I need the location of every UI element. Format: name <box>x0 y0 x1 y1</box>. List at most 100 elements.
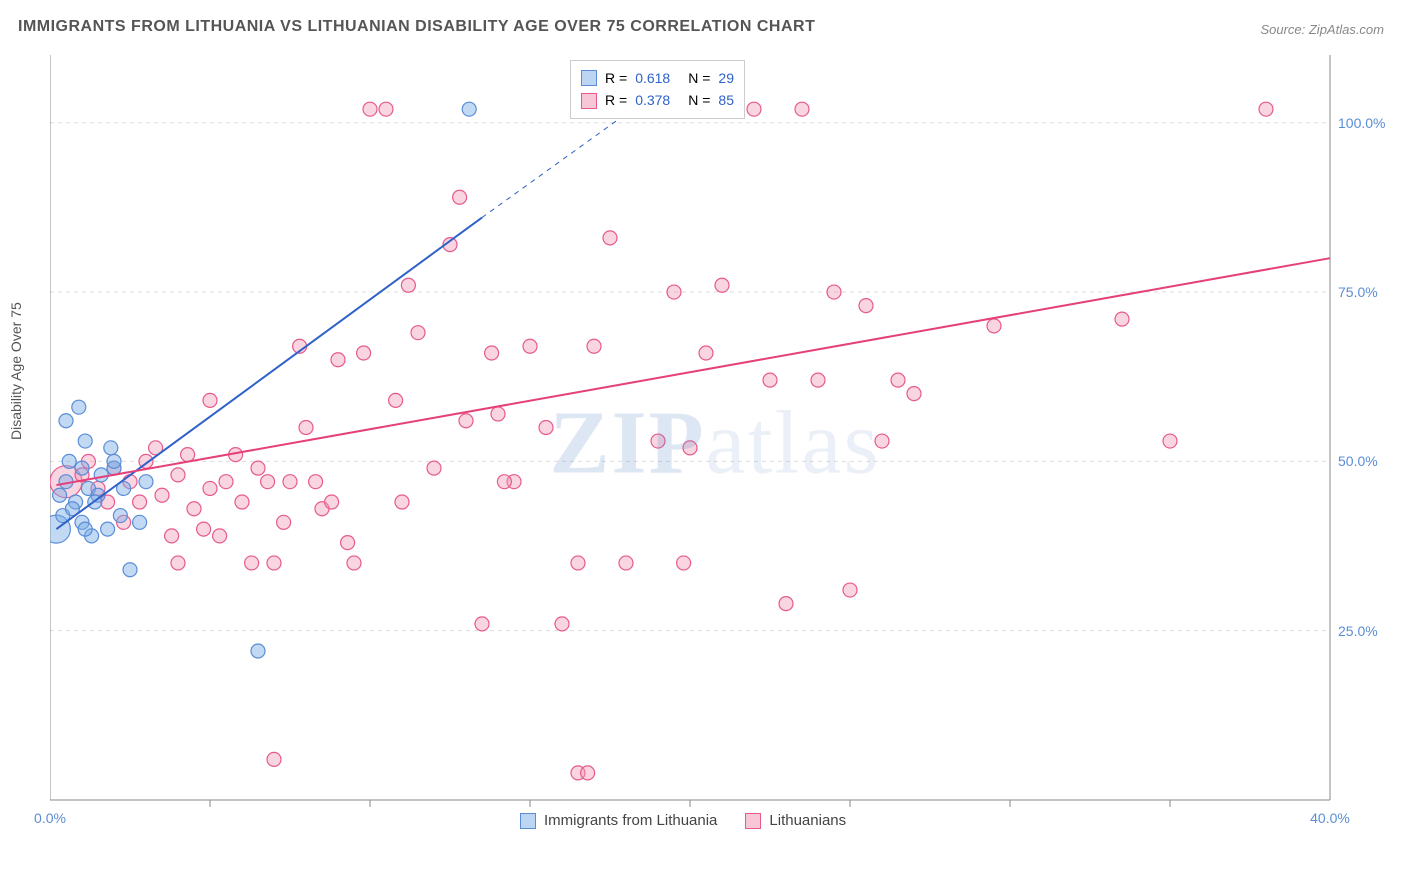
scatter-point-lithuanians <box>987 319 1001 333</box>
scatter-point-lithuanians <box>357 346 371 360</box>
scatter-point-immigrants <box>133 515 147 529</box>
stat-r-value: 0.378 <box>635 89 670 111</box>
scatter-point-immigrants <box>462 102 476 116</box>
stat-r-label: R = <box>605 89 627 111</box>
scatter-svg <box>50 55 1380 830</box>
scatter-point-lithuanians <box>267 556 281 570</box>
legend-stat-row-lithuanians: R = 0.378 N = 85 <box>581 89 734 111</box>
scatter-point-lithuanians <box>363 102 377 116</box>
scatter-point-lithuanians <box>715 278 729 292</box>
y-axis-label: Disability Age Over 75 <box>8 302 24 440</box>
scatter-point-lithuanians <box>203 393 217 407</box>
stat-r-label: R = <box>605 67 627 89</box>
scatter-point-lithuanians <box>133 495 147 509</box>
scatter-point-lithuanians <box>401 278 415 292</box>
legend-item-immigrants: Immigrants from Lithuania <box>520 812 717 829</box>
legend-swatch <box>581 93 597 109</box>
y-tick-label: 75.0% <box>1338 284 1378 300</box>
scatter-point-immigrants <box>113 509 127 523</box>
scatter-point-immigrants <box>72 400 86 414</box>
legend-swatch <box>520 813 536 829</box>
scatter-point-lithuanians <box>395 495 409 509</box>
stat-r-value: 0.618 <box>635 67 670 89</box>
scatter-point-lithuanians <box>581 766 595 780</box>
scatter-point-lithuanians <box>667 285 681 299</box>
series-legend: Immigrants from Lithuania Lithuanians <box>520 812 846 829</box>
scatter-point-lithuanians <box>235 495 249 509</box>
scatter-point-immigrants <box>53 488 67 502</box>
plot-area: ZIPatlas 25.0%50.0%75.0%100.0%0.0%40.0% <box>50 55 1380 830</box>
scatter-point-lithuanians <box>587 339 601 353</box>
scatter-point-lithuanians <box>491 407 505 421</box>
scatter-point-lithuanians <box>763 373 777 387</box>
scatter-point-lithuanians <box>699 346 713 360</box>
scatter-point-lithuanians <box>485 346 499 360</box>
scatter-point-lithuanians <box>555 617 569 631</box>
scatter-point-lithuanians <box>347 556 361 570</box>
source-prefix: Source: <box>1260 22 1308 37</box>
scatter-point-immigrants <box>78 522 92 536</box>
scatter-point-lithuanians <box>411 326 425 340</box>
regression-line-dash-immigrants <box>482 102 642 217</box>
correlation-legend: R = 0.618 N = 29R = 0.378 N = 85 <box>570 60 745 119</box>
stat-n-value: 85 <box>718 89 734 111</box>
scatter-point-immigrants <box>139 475 153 489</box>
scatter-point-lithuanians <box>213 529 227 543</box>
scatter-point-immigrants <box>104 441 118 455</box>
y-tick-label: 100.0% <box>1338 115 1385 131</box>
scatter-point-lithuanians <box>603 231 617 245</box>
scatter-point-lithuanians <box>475 617 489 631</box>
stat-n-label: N = <box>688 89 710 111</box>
scatter-point-lithuanians <box>827 285 841 299</box>
scatter-point-lithuanians <box>267 752 281 766</box>
scatter-point-lithuanians <box>497 475 511 489</box>
scatter-point-lithuanians <box>571 556 585 570</box>
scatter-point-lithuanians <box>251 461 265 475</box>
scatter-point-lithuanians <box>219 475 233 489</box>
scatter-point-lithuanians <box>459 414 473 428</box>
scatter-point-lithuanians <box>523 339 537 353</box>
scatter-point-lithuanians <box>859 299 873 313</box>
scatter-point-immigrants <box>75 461 89 475</box>
scatter-point-immigrants <box>107 454 121 468</box>
scatter-point-lithuanians <box>795 102 809 116</box>
scatter-point-lithuanians <box>811 373 825 387</box>
y-tick-label: 25.0% <box>1338 623 1378 639</box>
scatter-point-lithuanians <box>245 556 259 570</box>
scatter-point-lithuanians <box>1259 102 1273 116</box>
source-name: ZipAtlas.com <box>1309 22 1384 37</box>
legend-swatch <box>581 70 597 86</box>
stat-n-value: 29 <box>718 67 734 89</box>
scatter-point-lithuanians <box>779 597 793 611</box>
scatter-point-immigrants <box>123 563 137 577</box>
scatter-point-lithuanians <box>379 102 393 116</box>
scatter-point-lithuanians <box>677 556 691 570</box>
scatter-point-lithuanians <box>165 529 179 543</box>
scatter-point-immigrants <box>59 414 73 428</box>
scatter-point-lithuanians <box>1115 312 1129 326</box>
scatter-point-lithuanians <box>203 481 217 495</box>
scatter-point-lithuanians <box>261 475 275 489</box>
scatter-point-immigrants <box>78 434 92 448</box>
scatter-point-lithuanians <box>747 102 761 116</box>
scatter-point-lithuanians <box>171 468 185 482</box>
legend-swatch <box>745 813 761 829</box>
scatter-point-lithuanians <box>187 502 201 516</box>
legend-item-lithuanians: Lithuanians <box>745 812 846 829</box>
scatter-point-lithuanians <box>1163 434 1177 448</box>
scatter-point-lithuanians <box>299 421 313 435</box>
scatter-point-lithuanians <box>171 556 185 570</box>
scatter-point-lithuanians <box>181 448 195 462</box>
scatter-point-lithuanians <box>389 393 403 407</box>
scatter-point-lithuanians <box>341 536 355 550</box>
scatter-point-lithuanians <box>277 515 291 529</box>
scatter-point-immigrants <box>94 468 108 482</box>
scatter-point-lithuanians <box>427 461 441 475</box>
scatter-point-lithuanians <box>155 488 169 502</box>
source-attribution: Source: ZipAtlas.com <box>1260 22 1384 37</box>
scatter-point-lithuanians <box>891 373 905 387</box>
scatter-point-lithuanians <box>309 475 323 489</box>
scatter-point-immigrants <box>101 522 115 536</box>
scatter-point-lithuanians <box>683 441 697 455</box>
scatter-point-lithuanians <box>843 583 857 597</box>
